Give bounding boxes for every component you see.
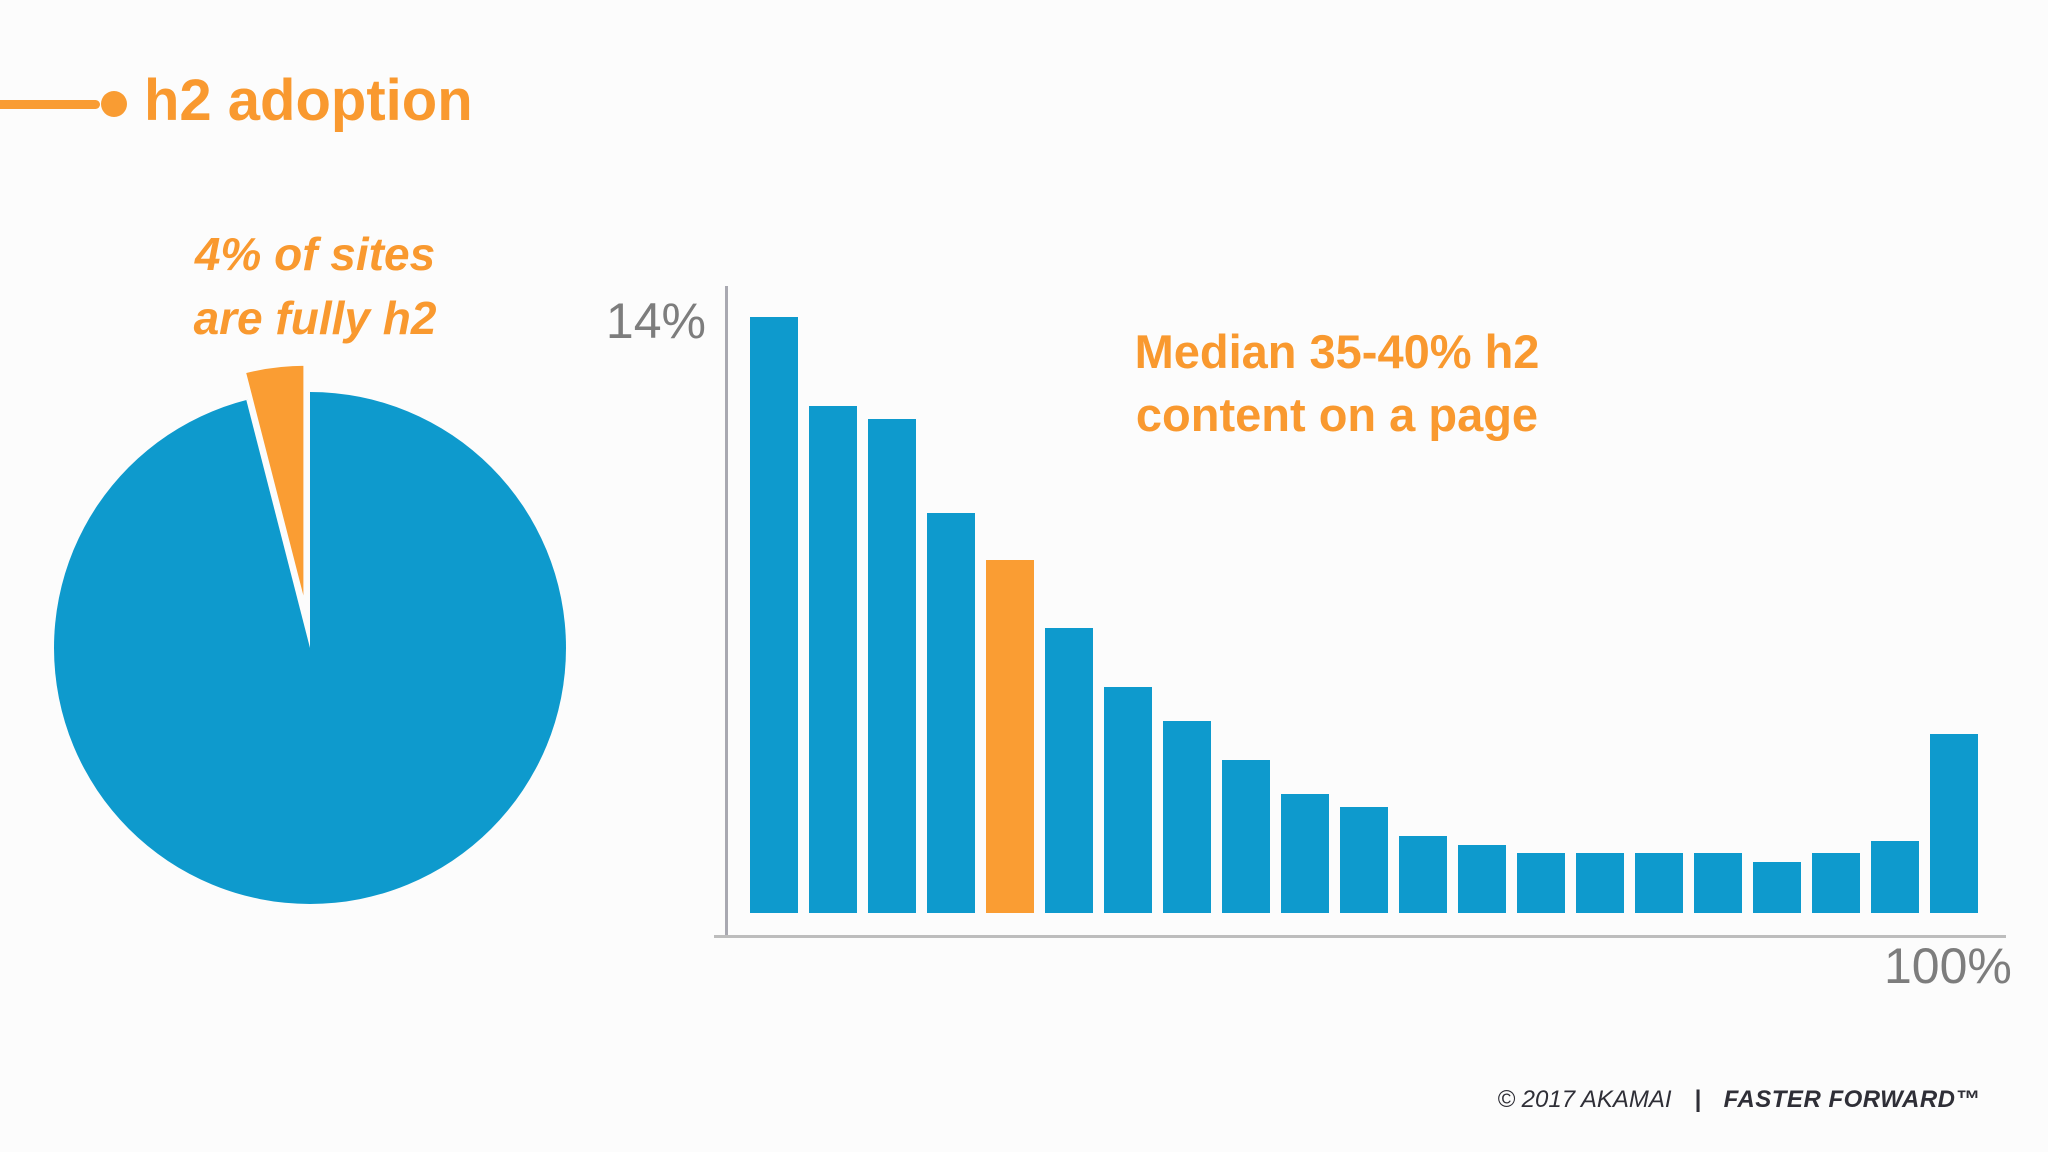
- x-axis-max-label: 100%: [1884, 938, 2012, 994]
- footer-separator: |: [1694, 1086, 1701, 1113]
- bar-15%: [927, 513, 975, 913]
- pie-callout-line1: 4% of sites: [194, 228, 436, 280]
- bar-chart-y-axis: [725, 286, 728, 937]
- bar-chart-annotation: Median 35-40% h2 content on a page: [1125, 320, 1549, 446]
- bar-35%: [1163, 721, 1211, 913]
- bar-45%: [1281, 794, 1329, 913]
- pie-callout: 4% of sites are fully h2: [95, 222, 535, 350]
- bar-80%: [1694, 853, 1742, 913]
- bar-chart-annotation-line1: Median 35-40% h2: [1134, 325, 1540, 378]
- bar-65%: [1517, 853, 1565, 913]
- footer-brand: FASTER FORWARD™: [1723, 1086, 1980, 1113]
- footer: © 2017 AKAMAI | FASTER FORWARD™: [1497, 1086, 1980, 1114]
- bar-70%: [1576, 853, 1624, 913]
- bar-30%: [1104, 687, 1152, 913]
- bar-75%: [1635, 853, 1683, 913]
- bar-chart-annotation-line2: content on a page: [1135, 388, 1539, 441]
- bar-10%: [868, 419, 916, 913]
- title-accent-rule: [0, 100, 100, 109]
- page-title: h2 adoption: [144, 68, 473, 133]
- bar-chart-x-axis: [714, 935, 2006, 938]
- title-accent-dot-icon: [101, 91, 127, 117]
- pie-callout-line2: are fully h2: [193, 292, 437, 344]
- bar-95%: [1871, 841, 1919, 913]
- bar-5%: [809, 406, 857, 913]
- bar-20%: [986, 560, 1034, 913]
- bar-100%: [1930, 734, 1978, 913]
- bar-90%: [1812, 853, 1860, 913]
- y-axis-max-label: 14%: [605, 293, 706, 349]
- bar-chart-plot-area: [727, 280, 2007, 913]
- pie-chart: [54, 360, 566, 904]
- footer-copyright: © 2017 AKAMAI: [1497, 1086, 1672, 1113]
- bar-50%: [1340, 807, 1388, 913]
- bar-85%: [1753, 862, 1801, 913]
- bar-60%: [1458, 845, 1506, 913]
- bar-0%: [750, 317, 798, 913]
- bar-25%: [1045, 628, 1093, 913]
- pie-highlight-slice: [240, 360, 309, 618]
- bar-55%: [1399, 836, 1447, 913]
- bar-40%: [1222, 760, 1270, 913]
